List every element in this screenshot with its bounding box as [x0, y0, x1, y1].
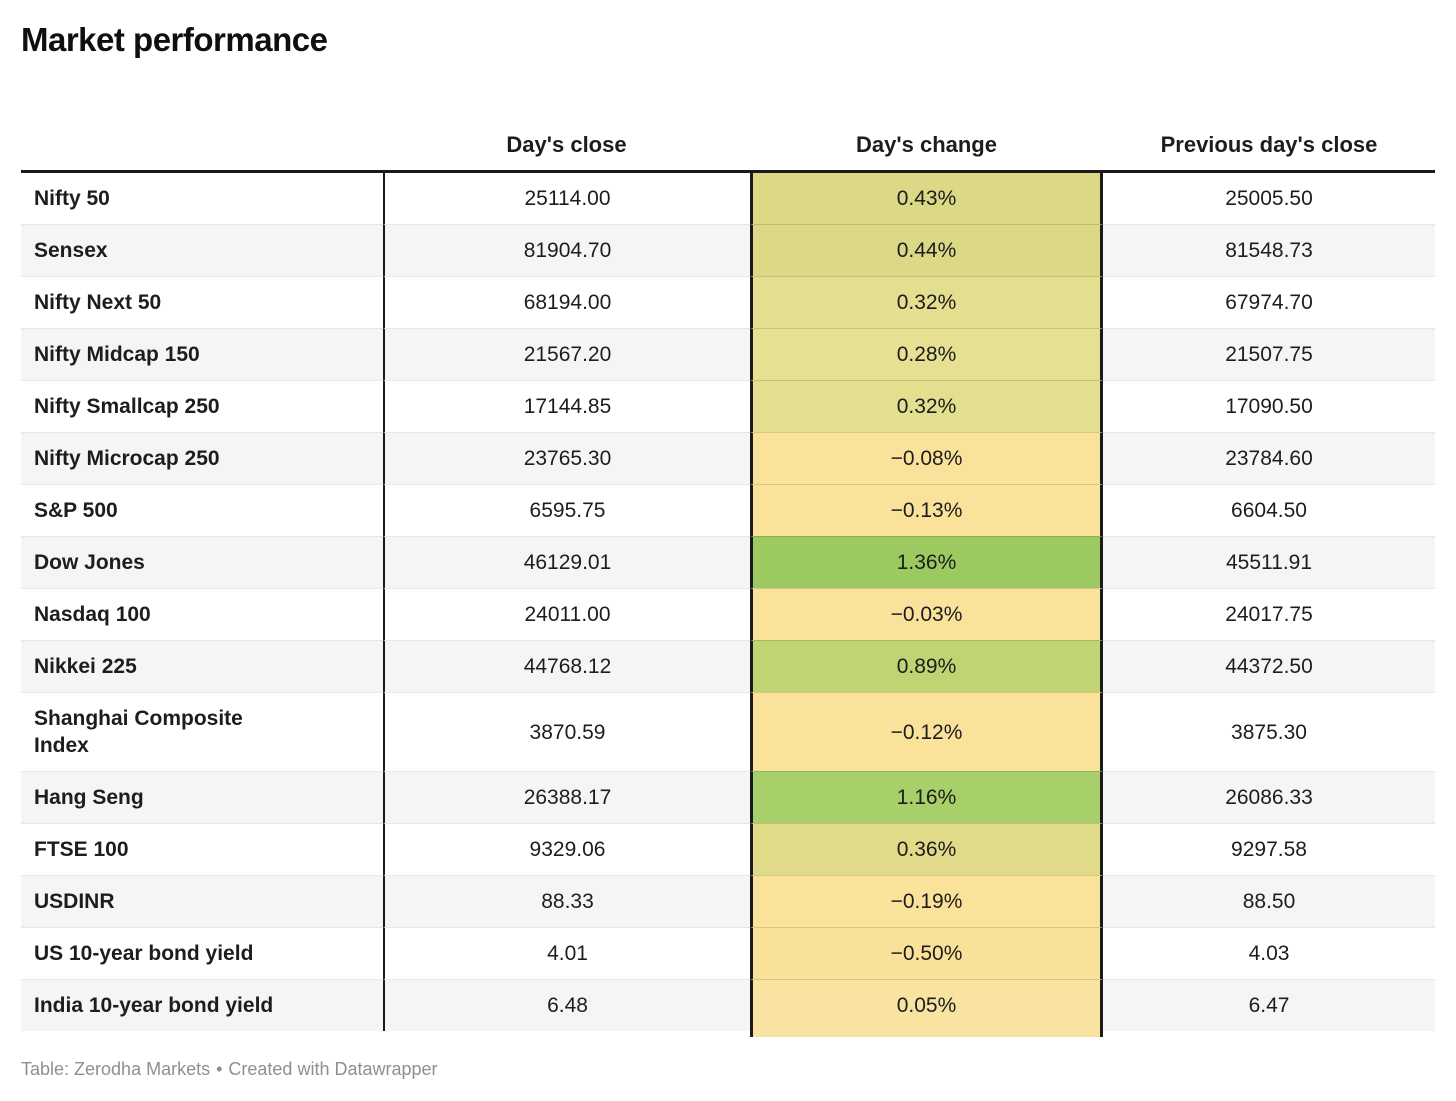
table-row: Nifty Next 50 68194.00 0.32% 67974.70 — [21, 276, 1435, 328]
previous-close-value: 88.50 — [1103, 875, 1435, 927]
change-column-tail — [21, 1031, 1435, 1037]
column-header-blank — [21, 158, 383, 170]
table-row: USDINR 88.33 −0.19% 88.50 — [21, 875, 1435, 927]
days-close-value: 88.33 — [383, 875, 750, 927]
days-close-value: 17144.85 — [383, 380, 750, 432]
row-label: Nifty Smallcap 250 — [21, 380, 383, 432]
days-close-value: 6595.75 — [383, 484, 750, 536]
previous-close-value: 6604.50 — [1103, 484, 1435, 536]
days-close-value: 44768.12 — [383, 640, 750, 692]
previous-close-value: 67974.70 — [1103, 276, 1435, 328]
days-change-value: 1.36% — [750, 536, 1103, 588]
table-row: Nifty Midcap 150 21567.20 0.28% 21507.75 — [21, 328, 1435, 380]
days-change-value: −0.03% — [750, 588, 1103, 640]
days-close-value: 23765.30 — [383, 432, 750, 484]
days-close-value: 25114.00 — [383, 173, 750, 224]
days-change-value: −0.19% — [750, 875, 1103, 927]
days-close-value: 6.48 — [383, 979, 750, 1031]
source-credit: Table: Zerodha Markets — [21, 1059, 211, 1079]
days-close-value: 3870.59 — [383, 692, 750, 771]
days-change-value: 0.43% — [750, 173, 1103, 224]
days-close-value: 9329.06 — [383, 823, 750, 875]
datawrapper-attribution-link[interactable]: Created with Datawrapper — [228, 1059, 438, 1079]
table-row: Nifty Microcap 250 23765.30 −0.08% 23784… — [21, 432, 1435, 484]
table-row: US 10-year bond yield 4.01 −0.50% 4.03 — [21, 927, 1435, 979]
table-row: Nifty Smallcap 250 17144.85 0.32% 17090.… — [21, 380, 1435, 432]
days-close-value: 68194.00 — [383, 276, 750, 328]
previous-close-value: 4.03 — [1103, 927, 1435, 979]
row-label: Nifty Next 50 — [21, 276, 383, 328]
days-close-value: 26388.17 — [383, 771, 750, 823]
days-close-value: 46129.01 — [383, 536, 750, 588]
previous-close-value: 44372.50 — [1103, 640, 1435, 692]
table-row: FTSE 100 9329.06 0.36% 9297.58 — [21, 823, 1435, 875]
row-label: Nifty 50 — [34, 187, 110, 210]
table-row: Nasdaq 100 24011.00 −0.03% 24017.75 — [21, 588, 1435, 640]
footer-separator: • — [216, 1059, 223, 1079]
row-label: India 10-year bond yield — [21, 979, 383, 1031]
column-header-previous-days-close: Previous day's close — [1160, 132, 1378, 157]
previous-close-value: 25005.50 — [1225, 187, 1313, 210]
table-row: S&P 500 6595.75 −0.13% 6604.50 — [21, 484, 1435, 536]
table-row: Hang Seng 26388.17 1.16% 26086.33 — [21, 771, 1435, 823]
previous-close-value: 45511.91 — [1103, 536, 1435, 588]
row-label: Dow Jones — [21, 536, 383, 588]
days-change-value: −0.50% — [750, 927, 1103, 979]
previous-close-value: 6.47 — [1103, 979, 1435, 1031]
days-change-value: −0.08% — [750, 432, 1103, 484]
column-header-days-change: Day's change — [856, 132, 997, 157]
days-change-value: 0.36% — [750, 823, 1103, 875]
previous-close-value: 9297.58 — [1103, 823, 1435, 875]
row-label: Nikkei 225 — [21, 640, 383, 692]
row-label: Shanghai Composite Index — [21, 692, 383, 771]
previous-close-value: 26086.33 — [1103, 771, 1435, 823]
table-row: Nifty 50 25114.00 0.43% 25005.50 — [21, 173, 1435, 224]
row-label: Sensex — [21, 224, 383, 276]
days-change-value: 0.05% — [750, 979, 1103, 1031]
row-label: US 10-year bond yield — [21, 927, 383, 979]
table-row: Shanghai Composite Index 3870.59 −0.12% … — [21, 692, 1435, 771]
market-table: Day's close Day's change Previous day's … — [21, 110, 1435, 1037]
days-close-value: 24011.00 — [383, 588, 750, 640]
days-change-value: −0.12% — [750, 692, 1103, 771]
days-change-value: 0.89% — [750, 640, 1103, 692]
days-change-value: 0.32% — [750, 380, 1103, 432]
row-label: Nifty Microcap 250 — [21, 432, 383, 484]
row-label: S&P 500 — [21, 484, 383, 536]
row-label: USDINR — [21, 875, 383, 927]
change-column-tail-fill — [750, 1031, 1103, 1037]
days-close-value: 4.01 — [383, 927, 750, 979]
days-change-value: 0.44% — [750, 224, 1103, 276]
days-change-value: −0.13% — [750, 484, 1103, 536]
table-row: Nikkei 225 44768.12 0.89% 44372.50 — [21, 640, 1435, 692]
page-title: Market performance — [21, 21, 328, 58]
previous-close-value: 17090.50 — [1103, 380, 1435, 432]
table-row: Sensex 81904.70 0.44% 81548.73 — [21, 224, 1435, 276]
previous-close-value: 23784.60 — [1103, 432, 1435, 484]
column-header-days-close: Day's close — [506, 132, 627, 157]
row-label: Hang Seng — [21, 771, 383, 823]
previous-close-value: 3875.30 — [1103, 692, 1435, 771]
table-footer: Table: Zerodha Markets • Created with Data… — [21, 1057, 438, 1081]
days-close-value: 21567.20 — [383, 328, 750, 380]
previous-close-value: 21507.75 — [1103, 328, 1435, 380]
days-close-value: 81904.70 — [383, 224, 750, 276]
table-header-row: Day's close Day's change Previous day's … — [21, 110, 1435, 170]
table-row: Dow Jones 46129.01 1.36% 45511.91 — [21, 536, 1435, 588]
row-label: FTSE 100 — [21, 823, 383, 875]
row-label: Nasdaq 100 — [21, 588, 383, 640]
days-change-value: 0.28% — [750, 328, 1103, 380]
previous-close-value: 24017.75 — [1103, 588, 1435, 640]
previous-close-value: 81548.73 — [1103, 224, 1435, 276]
days-change-value: 0.32% — [750, 276, 1103, 328]
table-row: India 10-year bond yield 6.48 0.05% 6.47 — [21, 979, 1435, 1031]
table-body: Nifty 50 25114.00 0.43% 25005.50 Sensex … — [21, 170, 1435, 1031]
row-label: Nifty Midcap 150 — [21, 328, 383, 380]
days-change-value: 1.16% — [750, 771, 1103, 823]
